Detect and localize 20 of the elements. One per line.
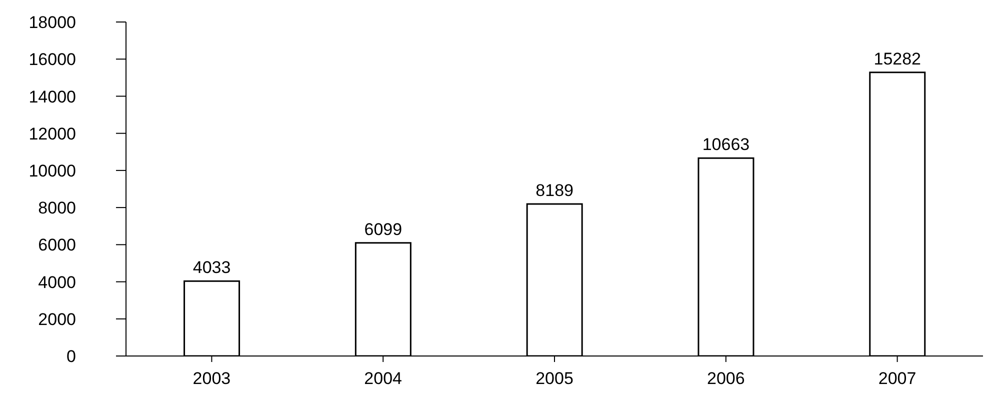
x-tick-label: 2005 [536,369,574,388]
y-tick-label: 12000 [28,124,76,144]
data-label: 4033 [192,258,231,278]
data-label: 8189 [536,181,574,200]
y-tick-label: 14000 [28,87,76,106]
x-tick-label: 2006 [706,369,745,388]
x-tick-label: 2004 [364,369,402,388]
x-tick-label: 2007 [878,369,916,388]
y-tick-label: 16000 [28,50,76,70]
y-tick-label: 6000 [38,236,76,255]
y-tick-label: 2000 [38,310,76,329]
y-tick-label: 4000 [38,272,76,292]
y-tick-label: 0 [66,347,76,366]
x-tick-label: 2003 [192,369,231,388]
y-tick-label: 8000 [38,198,76,218]
data-label: 15282 [874,49,922,68]
y-tick-label: 18000 [28,13,76,32]
data-label: 6099 [364,220,402,239]
data-label: 10663 [702,135,750,154]
y-tick-label: 10000 [28,161,76,180]
